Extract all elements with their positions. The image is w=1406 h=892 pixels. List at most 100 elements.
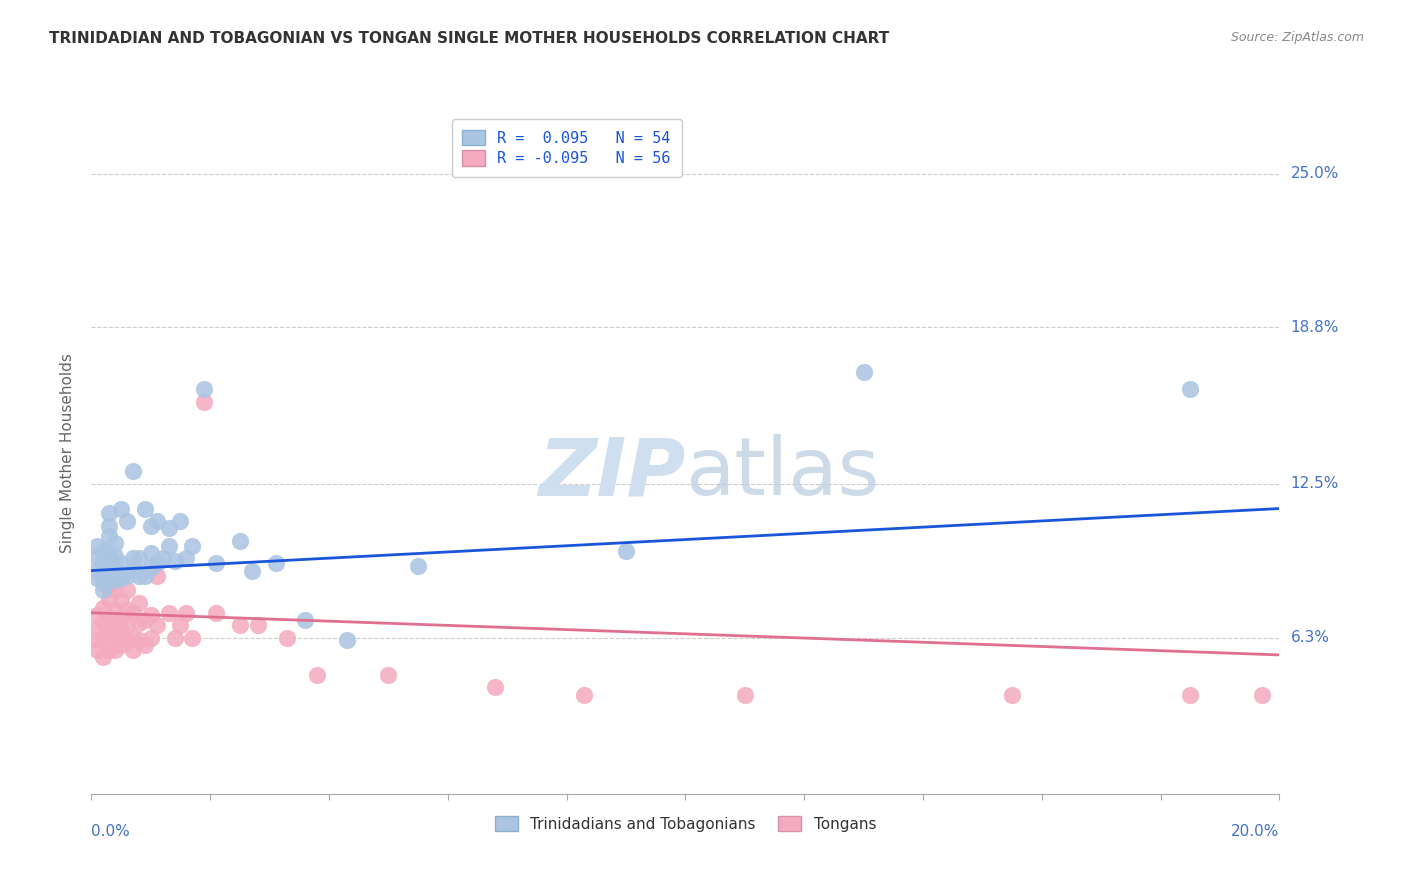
Point xyxy=(110,556,132,570)
Point xyxy=(163,554,186,568)
Point xyxy=(134,613,156,627)
Point xyxy=(152,551,174,566)
Point xyxy=(86,643,108,657)
Point xyxy=(98,558,121,573)
Point xyxy=(122,464,145,478)
Text: 20.0%: 20.0% xyxy=(1232,824,1279,839)
Point xyxy=(205,556,228,570)
Point xyxy=(128,551,150,566)
Point xyxy=(86,608,108,623)
Point xyxy=(852,365,875,379)
Point xyxy=(484,680,506,694)
Text: 6.3%: 6.3% xyxy=(1291,630,1330,645)
Point xyxy=(86,621,108,635)
Point xyxy=(86,551,108,566)
Point xyxy=(406,558,429,573)
Point xyxy=(115,568,138,582)
Point xyxy=(98,529,121,543)
Point xyxy=(115,603,138,617)
Point xyxy=(98,625,121,640)
Point xyxy=(104,574,127,588)
Point xyxy=(110,593,132,607)
Point xyxy=(176,551,198,566)
Text: 0.0%: 0.0% xyxy=(91,824,131,839)
Point xyxy=(91,556,114,570)
Text: atlas: atlas xyxy=(685,434,880,512)
Point xyxy=(110,638,132,652)
Point xyxy=(128,596,150,610)
Point xyxy=(246,618,269,632)
Point xyxy=(98,507,121,521)
Point xyxy=(91,631,114,645)
Point xyxy=(264,556,287,570)
Point xyxy=(1001,688,1024,702)
Text: ZIP: ZIP xyxy=(538,434,685,512)
Point xyxy=(98,643,121,657)
Point xyxy=(128,615,150,630)
Point xyxy=(294,613,316,627)
Point xyxy=(104,536,127,550)
Point xyxy=(145,618,167,632)
Point xyxy=(98,571,121,585)
Text: Source: ZipAtlas.com: Source: ZipAtlas.com xyxy=(1230,31,1364,45)
Point xyxy=(574,688,596,702)
Point xyxy=(122,564,145,578)
Point xyxy=(169,618,191,632)
Point xyxy=(122,631,145,645)
Point xyxy=(193,394,215,409)
Point xyxy=(134,638,156,652)
Point xyxy=(110,610,132,624)
Point xyxy=(115,514,138,528)
Point xyxy=(734,688,756,702)
Point xyxy=(229,533,252,548)
Point xyxy=(91,543,114,558)
Point xyxy=(307,667,329,681)
Point xyxy=(139,561,162,575)
Point xyxy=(1250,688,1272,702)
Point xyxy=(86,571,108,585)
Y-axis label: Single Mother Households: Single Mother Households xyxy=(60,352,76,553)
Point xyxy=(377,667,399,681)
Point xyxy=(110,571,132,585)
Legend: Trinidadians and Tobagonians, Tongans: Trinidadians and Tobagonians, Tongans xyxy=(485,806,886,841)
Text: 12.5%: 12.5% xyxy=(1291,476,1339,491)
Point xyxy=(240,564,263,578)
Point xyxy=(86,539,108,553)
Point xyxy=(169,514,191,528)
Point xyxy=(98,581,121,595)
Point xyxy=(1180,688,1202,702)
Point xyxy=(91,568,114,582)
Point xyxy=(193,383,215,397)
Point xyxy=(145,568,167,582)
Point xyxy=(98,519,121,533)
Point xyxy=(104,603,127,617)
Point xyxy=(139,519,162,533)
Point xyxy=(139,546,162,560)
Point xyxy=(91,576,114,591)
Point xyxy=(134,568,156,582)
Point xyxy=(91,650,114,665)
Point xyxy=(115,618,138,632)
Point xyxy=(1180,383,1202,397)
Point xyxy=(115,583,138,598)
Point xyxy=(91,583,114,598)
Text: TRINIDADIAN AND TOBAGONIAN VS TONGAN SINGLE MOTHER HOUSEHOLDS CORRELATION CHART: TRINIDADIAN AND TOBAGONIAN VS TONGAN SIN… xyxy=(49,31,890,46)
Point xyxy=(229,618,252,632)
Point xyxy=(122,551,145,566)
Point xyxy=(157,539,180,553)
Point xyxy=(98,610,121,624)
Point xyxy=(104,561,127,575)
Point xyxy=(128,568,150,582)
Point xyxy=(614,543,637,558)
Point xyxy=(115,633,138,648)
Point xyxy=(157,521,180,535)
Point xyxy=(163,631,186,645)
Point xyxy=(104,549,127,563)
Point xyxy=(181,631,204,645)
Point xyxy=(205,606,228,620)
Point xyxy=(122,606,145,620)
Point xyxy=(157,606,180,620)
Point xyxy=(145,514,167,528)
Point xyxy=(98,546,121,560)
Point xyxy=(276,631,298,645)
